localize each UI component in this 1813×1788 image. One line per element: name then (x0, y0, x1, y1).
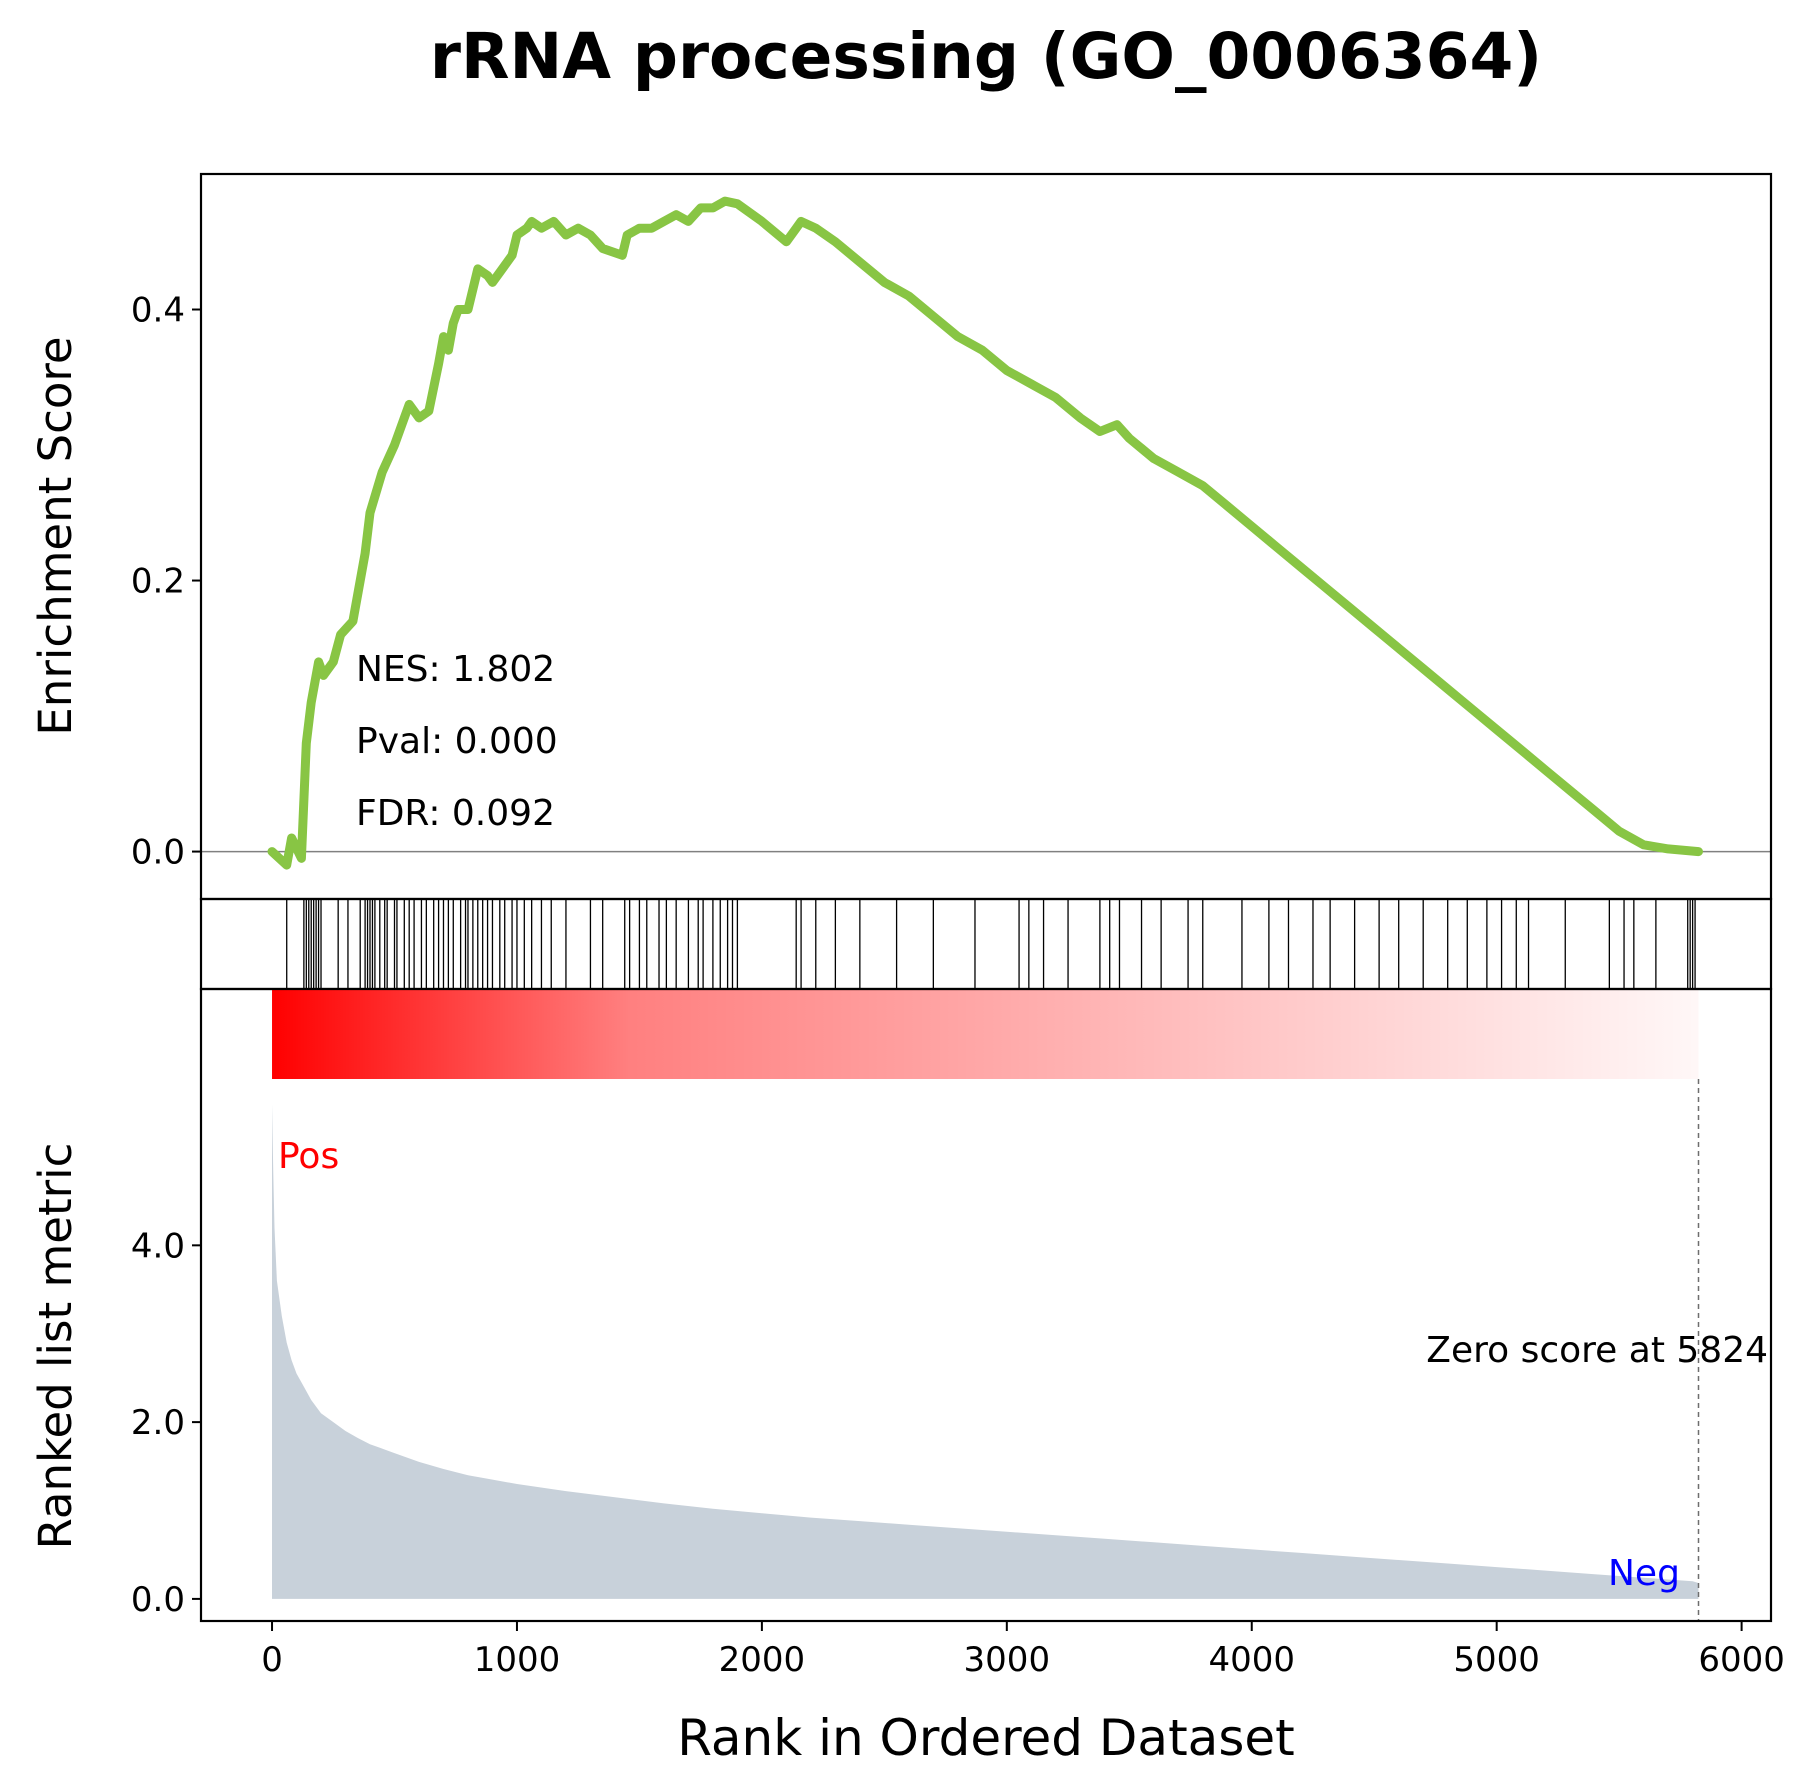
x-tick-label: 5000 (1453, 1640, 1540, 1680)
es-panel: 0.0 0.2 0.4 Enrichment Score NES: 1.802 Pv… (29, 172, 1773, 901)
pos-label: Pos (278, 1136, 339, 1177)
x-tick-label: 2000 (719, 1640, 806, 1680)
es-panel-frame (199, 172, 1773, 901)
hits-panel (199, 897, 1773, 991)
neg-label: Neg (1608, 1553, 1680, 1594)
metric-y-tick-label: 4.0 (131, 1226, 185, 1266)
fdr-annotation: FDR: 0.092 (356, 793, 555, 834)
es-series-line (267, 196, 1703, 870)
x-tick-label: 3000 (964, 1640, 1051, 1680)
rank-colorbar (272, 989, 1699, 1079)
x-tick-label: 4000 (1208, 1640, 1295, 1680)
metric-y-axis-label: Ranked list metric (29, 1143, 82, 1550)
es-y-axis-label: Enrichment Score (29, 336, 82, 735)
hits-panel-frame (199, 897, 1773, 991)
pval-annotation: Pval: 0.000 (356, 721, 558, 762)
x-axis: 0 1000 2000 3000 4000 5000 6000 (261, 1621, 1785, 1680)
metric-y-axis: 0.0 2.0 4.0 (131, 1226, 201, 1620)
metric-panel-frame (199, 987, 1773, 1623)
zero-score-annotation: Zero score at 5824 (1426, 1330, 1768, 1371)
metric-y-tick-label: 0.0 (131, 1580, 185, 1620)
x-tick-label: 0 (261, 1640, 283, 1680)
chart-title: rRNA processing (GO_0006364) (430, 20, 1542, 93)
es-y-axis: 0.0 0.2 0.4 (131, 291, 201, 873)
metric-area (272, 1103, 1699, 1599)
x-tick-label: 6000 (1698, 1640, 1785, 1680)
nes-annotation: NES: 1.802 (356, 649, 555, 690)
x-axis-label: Rank in Ordered Dataset (677, 1709, 1294, 1767)
x-tick-label: 1000 (474, 1640, 561, 1680)
hit-lines (286, 899, 1696, 989)
metric-y-tick-label: 2.0 (131, 1403, 185, 1443)
es-y-tick-label: 0.4 (131, 291, 185, 331)
metric-panel: 0.02.04.0 0 1000 2000 3000 4000 5000 6000 Pos … (29, 987, 1785, 1680)
es-y-tick-label: 0.2 (131, 562, 185, 602)
es-y-tick-label: 0.0 (131, 833, 185, 873)
